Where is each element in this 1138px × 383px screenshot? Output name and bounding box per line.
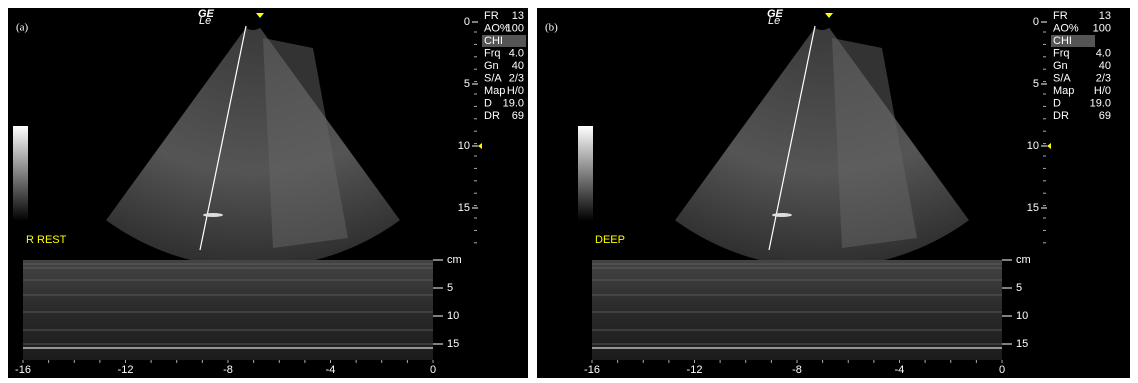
- depth-tick-label: 15: [458, 202, 470, 214]
- depth-tick-label: 0: [1033, 16, 1039, 28]
- param-name: Gn: [1053, 60, 1068, 72]
- param-name: D: [1053, 97, 1061, 109]
- m-mode-unit: cm: [447, 254, 462, 266]
- param-highlight: [482, 35, 526, 47]
- time-tick-label: -12: [687, 364, 703, 376]
- param-name: FR: [484, 10, 499, 22]
- param-name: CHI: [1053, 35, 1072, 47]
- time-tick-label: -4: [895, 364, 905, 376]
- grayscale-bar: [578, 126, 593, 221]
- mode-label: R REST: [26, 234, 67, 246]
- m-mode-tick-label: 5: [447, 282, 453, 294]
- depth-tick-label: 5: [1033, 78, 1039, 90]
- m-mode-unit: cm: [1016, 254, 1031, 266]
- param-highlight: [1051, 35, 1095, 47]
- param-value: 4.0: [509, 47, 524, 59]
- logo-sub: Le: [768, 15, 780, 27]
- logo: GE: [767, 8, 784, 20]
- tissue-echo: [832, 38, 917, 248]
- bright-echo: [203, 213, 223, 217]
- m-line-cursor: [199, 25, 247, 251]
- param-value: 13: [1099, 10, 1111, 22]
- param-name: D: [484, 97, 492, 109]
- param-name: S/A: [1053, 72, 1071, 84]
- grayscale-bar: [13, 126, 28, 221]
- bright-echo: [772, 213, 792, 217]
- m-mode-tick-label: 10: [447, 310, 459, 322]
- time-tick-label: -16: [15, 364, 31, 376]
- param-name: Gn: [484, 60, 499, 72]
- param-name: Map: [484, 85, 505, 97]
- time-tick-label: 0: [430, 364, 436, 376]
- time-tick-label: -16: [584, 364, 600, 376]
- param-name: AO%: [1053, 22, 1079, 34]
- param-value: 2/3: [1096, 72, 1111, 84]
- panel-label: (b): [545, 22, 558, 34]
- m-mode-strip: [23, 260, 433, 360]
- param-name: S/A: [484, 72, 502, 84]
- panel-label: (a): [16, 22, 29, 34]
- m-mode-tick-label: 15: [447, 338, 459, 350]
- param-name: DR: [1053, 110, 1069, 122]
- logo-sub: Le: [199, 15, 211, 27]
- param-name: FR: [1053, 10, 1068, 22]
- time-tick-label: -4: [326, 364, 336, 376]
- param-value: 69: [1099, 110, 1111, 122]
- time-tick-label: -8: [792, 364, 802, 376]
- param-name: AO%: [484, 22, 510, 34]
- param-value: H/0: [1094, 85, 1111, 97]
- depth-tick-label: 15: [1027, 202, 1039, 214]
- time-tick-label: -12: [118, 364, 134, 376]
- param-name: Frq: [484, 47, 501, 59]
- param-value: 40: [1099, 60, 1111, 72]
- param-name: DR: [484, 110, 500, 122]
- probe-marker: [256, 13, 264, 18]
- focus-marker: [1047, 143, 1051, 149]
- m-mode-strip: [592, 260, 1002, 360]
- m-mode-tick-label: 15: [1016, 338, 1028, 350]
- focus-marker: [478, 143, 482, 149]
- param-value: 100: [506, 22, 524, 34]
- mode-label: DEEP: [595, 234, 625, 246]
- param-value: 19.0: [503, 97, 524, 109]
- depth-tick-label: 10: [458, 140, 470, 152]
- depth-tick-label: 10: [1027, 140, 1039, 152]
- m-mode-tick-label: 10: [1016, 310, 1028, 322]
- logo: GE: [198, 8, 215, 20]
- param-name: Frq: [1053, 47, 1070, 59]
- time-tick-label: 0: [999, 364, 1005, 376]
- param-name: CHI: [484, 35, 503, 47]
- tissue-echo: [263, 38, 348, 248]
- param-value: 2/3: [509, 72, 524, 84]
- param-name: Map: [1053, 85, 1074, 97]
- param-value: 100: [1093, 22, 1111, 34]
- param-value: H/0: [507, 85, 524, 97]
- m-line-cursor: [768, 25, 816, 251]
- param-value: 13: [512, 10, 524, 22]
- param-value: 69: [512, 110, 524, 122]
- param-value: 4.0: [1096, 47, 1111, 59]
- probe-marker: [825, 13, 833, 18]
- time-tick-label: -8: [223, 364, 233, 376]
- m-mode-tick-label: 5: [1016, 282, 1022, 294]
- param-value: 19.0: [1090, 97, 1111, 109]
- param-value: 40: [512, 60, 524, 72]
- depth-tick-label: 0: [464, 16, 470, 28]
- depth-tick-label: 5: [464, 78, 470, 90]
